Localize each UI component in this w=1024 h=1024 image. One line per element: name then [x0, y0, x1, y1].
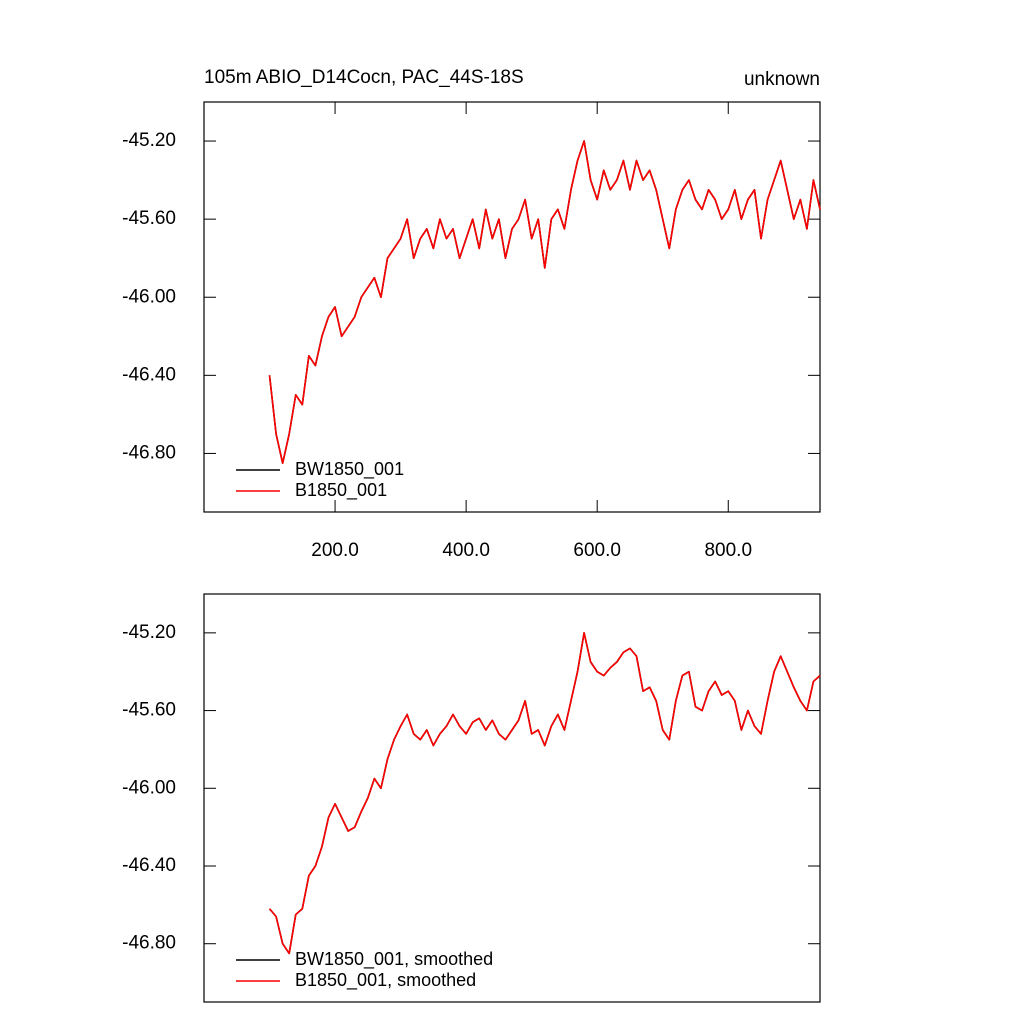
- y-tick-label: -45.60: [122, 208, 176, 229]
- plot-frame: [203, 101, 821, 513]
- x-tick-label: 200.0: [311, 540, 359, 561]
- chart-title: 105m ABIO_D14Cocn, PAC_44S-18S: [204, 67, 524, 88]
- x-tick-label: 400.0: [442, 540, 490, 561]
- series-line: [268, 632, 821, 955]
- legend-label: BW1850_001: [295, 459, 404, 480]
- legend-label: B1850_001: [295, 480, 387, 501]
- chart-subtitle: unknown: [744, 69, 820, 90]
- y-tick-label: -46.40: [122, 855, 176, 876]
- y-tick-label: -45.20: [122, 622, 176, 643]
- y-tick-label: -46.80: [122, 933, 176, 954]
- y-tick-label: -46.40: [122, 364, 176, 385]
- y-tick-label: -45.60: [122, 700, 176, 721]
- legend-label: B1850_001, smoothed: [295, 970, 476, 991]
- x-tick-label: 800.0: [704, 540, 752, 561]
- series-line: [268, 140, 821, 464]
- y-tick-label: -45.20: [122, 130, 176, 151]
- y-tick-label: -46.00: [122, 777, 176, 798]
- y-tick-label: -46.80: [122, 442, 176, 463]
- x-tick-label: 600.0: [573, 540, 621, 561]
- series-line: [268, 140, 821, 464]
- legend-label: BW1850_001, smoothed: [295, 949, 493, 970]
- plot-frame: [203, 593, 821, 1003]
- y-tick-label: -46.00: [122, 286, 176, 307]
- series-line: [268, 632, 821, 955]
